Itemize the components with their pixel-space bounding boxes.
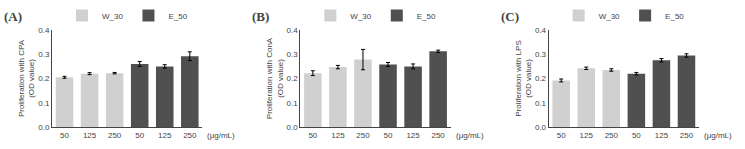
svg-text:0.3: 0.3	[287, 50, 299, 59]
svg-text:0.3: 0.3	[38, 50, 50, 59]
svg-text:0.4: 0.4	[535, 26, 547, 35]
svg-text:125: 125	[406, 131, 420, 140]
svg-text:125: 125	[331, 131, 345, 140]
svg-text:50: 50	[60, 131, 69, 140]
svg-text:Proliferation with CPA(OD valu: Proliferation with CPA(OD value)	[17, 39, 36, 117]
svg-text:50: 50	[135, 131, 144, 140]
svg-text:250: 250	[183, 131, 197, 140]
svg-text:E_50: E_50	[665, 12, 684, 21]
svg-text:250: 250	[108, 131, 122, 140]
svg-text:0.1: 0.1	[38, 99, 50, 108]
svg-text:(μg/mL): (μg/mL)	[456, 131, 484, 140]
svg-text:Proliferation with LPS(OD valu: Proliferation with LPS(OD value)	[514, 40, 533, 116]
svg-text:0.1: 0.1	[535, 99, 547, 108]
svg-text:(C): (C)	[501, 9, 519, 24]
svg-text:E_50: E_50	[417, 12, 436, 21]
svg-text:0.0: 0.0	[38, 123, 50, 132]
svg-text:0.4: 0.4	[38, 26, 50, 35]
svg-text:0.0: 0.0	[535, 123, 547, 132]
svg-text:0.3: 0.3	[535, 50, 547, 59]
svg-text:250: 250	[680, 131, 694, 140]
svg-text:0.2: 0.2	[38, 74, 50, 83]
svg-text:250: 250	[431, 131, 445, 140]
svg-text:0.2: 0.2	[535, 74, 547, 83]
svg-text:(B): (B)	[252, 9, 269, 24]
svg-text:W_30: W_30	[350, 12, 371, 21]
svg-text:0.2: 0.2	[287, 74, 299, 83]
svg-text:(μg/mL): (μg/mL)	[704, 131, 732, 140]
svg-text:50: 50	[557, 131, 566, 140]
svg-text:125: 125	[580, 131, 594, 140]
svg-text:E_50: E_50	[168, 12, 187, 21]
svg-text:125: 125	[83, 131, 97, 140]
svg-text:W_30: W_30	[102, 12, 123, 21]
svg-text:Proliferation with ConA(OD val: Proliferation with ConA(OD value)	[265, 37, 284, 119]
svg-text:50: 50	[632, 131, 641, 140]
svg-text:(A): (A)	[4, 9, 22, 24]
svg-text:250: 250	[356, 131, 370, 140]
svg-text:W_30: W_30	[599, 12, 620, 21]
svg-text:0.0: 0.0	[287, 123, 299, 132]
svg-text:50: 50	[384, 131, 393, 140]
svg-text:50: 50	[308, 131, 317, 140]
svg-text:0.1: 0.1	[287, 99, 299, 108]
svg-text:125: 125	[158, 131, 172, 140]
svg-text:0.4: 0.4	[287, 26, 299, 35]
svg-text:125: 125	[655, 131, 669, 140]
svg-text:250: 250	[605, 131, 619, 140]
svg-text:(μg/mL): (μg/mL)	[207, 131, 235, 140]
